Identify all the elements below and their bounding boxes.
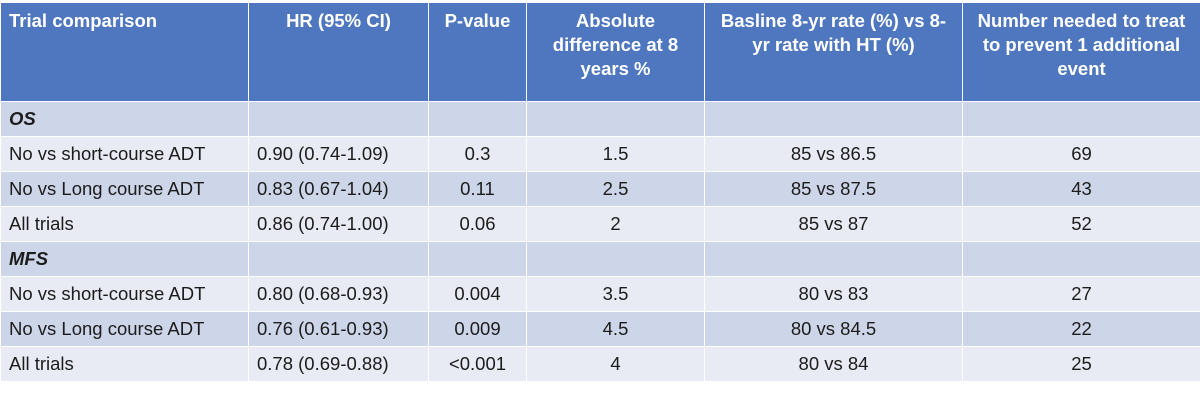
table-row: No vs Long course ADT 0.83 (0.67-1.04) 0… — [0, 171, 1200, 207]
nnt-cell: 22 — [962, 311, 1200, 347]
hr-cell: 0.76 (0.61-0.93) — [248, 311, 429, 347]
baseline-rate-cell: 85 vs 87.5 — [704, 171, 963, 207]
nnt-cell: 69 — [962, 136, 1200, 172]
table-cell — [962, 101, 1200, 137]
p-value-cell: 0.004 — [428, 276, 527, 312]
absolute-difference-cell: 4 — [526, 346, 705, 382]
section-row-os: OS — [0, 101, 1200, 137]
hr-cell: 0.80 (0.68-0.93) — [248, 276, 429, 312]
table-row: All trials 0.78 (0.69-0.88) <0.001 4 80 … — [0, 346, 1200, 382]
baseline-rate-cell: 85 vs 87 — [704, 206, 963, 242]
absolute-difference-cell: 4.5 — [526, 311, 705, 347]
table-row: All trials 0.86 (0.74-1.00) 0.06 2 85 vs… — [0, 206, 1200, 242]
table-cell — [704, 241, 963, 277]
hr-cell: 0.83 (0.67-1.04) — [248, 171, 429, 207]
absolute-difference-cell: 2.5 — [526, 171, 705, 207]
baseline-rate-cell: 80 vs 84 — [704, 346, 963, 382]
section-label: MFS — [0, 241, 249, 277]
section-row-mfs: MFS — [0, 241, 1200, 277]
p-value-cell: <0.001 — [428, 346, 527, 382]
table-cell — [526, 101, 705, 137]
hr-cell: 0.78 (0.69-0.88) — [248, 346, 429, 382]
header-baseline-rate: Basline 8-yr rate (%) vs 8-yr rate with … — [704, 2, 963, 102]
table-cell — [962, 241, 1200, 277]
table-cell — [248, 101, 429, 137]
trial-comparison-cell: All trials — [0, 206, 249, 242]
nnt-cell: 27 — [962, 276, 1200, 312]
table-cell — [428, 101, 527, 137]
baseline-rate-cell: 80 vs 83 — [704, 276, 963, 312]
nnt-cell: 52 — [962, 206, 1200, 242]
absolute-difference-cell: 1.5 — [526, 136, 705, 172]
p-value-cell: 0.009 — [428, 311, 527, 347]
trial-comparison-cell: No vs short-course ADT — [0, 276, 249, 312]
hr-cell: 0.86 (0.74-1.00) — [248, 206, 429, 242]
header-hr: HR (95% CI) — [248, 2, 429, 102]
trial-comparison-cell: No vs short-course ADT — [0, 136, 249, 172]
trial-comparison-table: Trial comparison HR (95% CI) P-value Abs… — [0, 2, 1200, 382]
header-row: Trial comparison HR (95% CI) P-value Abs… — [0, 2, 1200, 102]
header-p-value: P-value — [428, 2, 527, 102]
table-row: No vs short-course ADT 0.90 (0.74-1.09) … — [0, 136, 1200, 172]
table-row: No vs short-course ADT 0.80 (0.68-0.93) … — [0, 276, 1200, 312]
table-cell — [248, 241, 429, 277]
table-cell — [526, 241, 705, 277]
header-absolute-difference: Absolute difference at 8 years % — [526, 2, 705, 102]
header-trial-comparison: Trial comparison — [0, 2, 249, 102]
baseline-rate-cell: 80 vs 84.5 — [704, 311, 963, 347]
table-cell — [704, 101, 963, 137]
absolute-difference-cell: 3.5 — [526, 276, 705, 312]
p-value-cell: 0.11 — [428, 171, 527, 207]
p-value-cell: 0.3 — [428, 136, 527, 172]
p-value-cell: 0.06 — [428, 206, 527, 242]
absolute-difference-cell: 2 — [526, 206, 705, 242]
nnt-cell: 25 — [962, 346, 1200, 382]
table-cell — [428, 241, 527, 277]
section-label: OS — [0, 101, 249, 137]
header-nnt: Number needed to treat to prevent 1 addi… — [962, 2, 1200, 102]
baseline-rate-cell: 85 vs 86.5 — [704, 136, 963, 172]
trial-comparison-cell: No vs Long course ADT — [0, 171, 249, 207]
hr-cell: 0.90 (0.74-1.09) — [248, 136, 429, 172]
table-row: No vs Long course ADT 0.76 (0.61-0.93) 0… — [0, 311, 1200, 347]
nnt-cell: 43 — [962, 171, 1200, 207]
trial-comparison-cell: All trials — [0, 346, 249, 382]
trial-comparison-cell: No vs Long course ADT — [0, 311, 249, 347]
